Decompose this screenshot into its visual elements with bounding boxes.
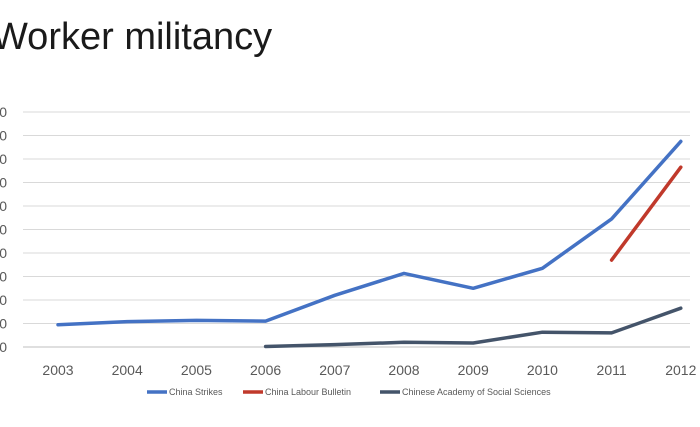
x-tick-label: 2003 xyxy=(42,362,73,378)
x-tick-label: 2004 xyxy=(112,362,143,378)
x-tick-label: 2011 xyxy=(597,362,627,378)
x-tick-label: 2006 xyxy=(250,362,281,378)
series-lines xyxy=(56,139,683,349)
series-line-1 xyxy=(56,139,683,327)
gridlines xyxy=(23,111,690,348)
y-tick-label: 0 xyxy=(0,128,7,144)
y-tick-label: 0 xyxy=(0,198,7,214)
x-tick-label: 2007 xyxy=(319,362,350,378)
y-tick-label: 0 xyxy=(0,222,7,238)
legend-label: China Labour Bulletin xyxy=(265,387,351,397)
y-tick-label: 0 xyxy=(0,151,7,167)
y-tick-label: 0 xyxy=(0,245,7,261)
y-tick-label: 0 xyxy=(0,269,7,285)
x-axis-ticks: 2003 2004 2005 2006 2007 2008 2009 2010 2011 2012 xyxy=(42,362,696,378)
y-tick-label: 0 xyxy=(0,292,7,308)
series-line-3 xyxy=(263,306,683,349)
y-tick-label: 0 xyxy=(0,316,7,332)
series-line-2 xyxy=(609,165,683,262)
x-tick-label: 2010 xyxy=(527,362,558,378)
slide-title: Worker militancy xyxy=(0,16,273,58)
x-tick-label: 2005 xyxy=(181,362,212,378)
legend-label: Chinese Academy of Social Sciences xyxy=(402,387,551,397)
x-tick-label: 2009 xyxy=(458,362,489,378)
y-tick-label: 0 xyxy=(0,175,7,191)
x-tick-label: 2008 xyxy=(388,362,419,378)
legend-label: China Strikes xyxy=(169,387,223,397)
y-tick-label: 0 xyxy=(0,104,7,120)
y-tick-label: 0 xyxy=(0,339,7,355)
y-axis-ticks: 0 0 0 0 0 0 0 0 0 0 0 xyxy=(0,104,7,355)
legend: China Strikes China Labour Bulletin Chines… xyxy=(147,387,551,397)
x-tick-label: 2012 xyxy=(665,362,696,378)
